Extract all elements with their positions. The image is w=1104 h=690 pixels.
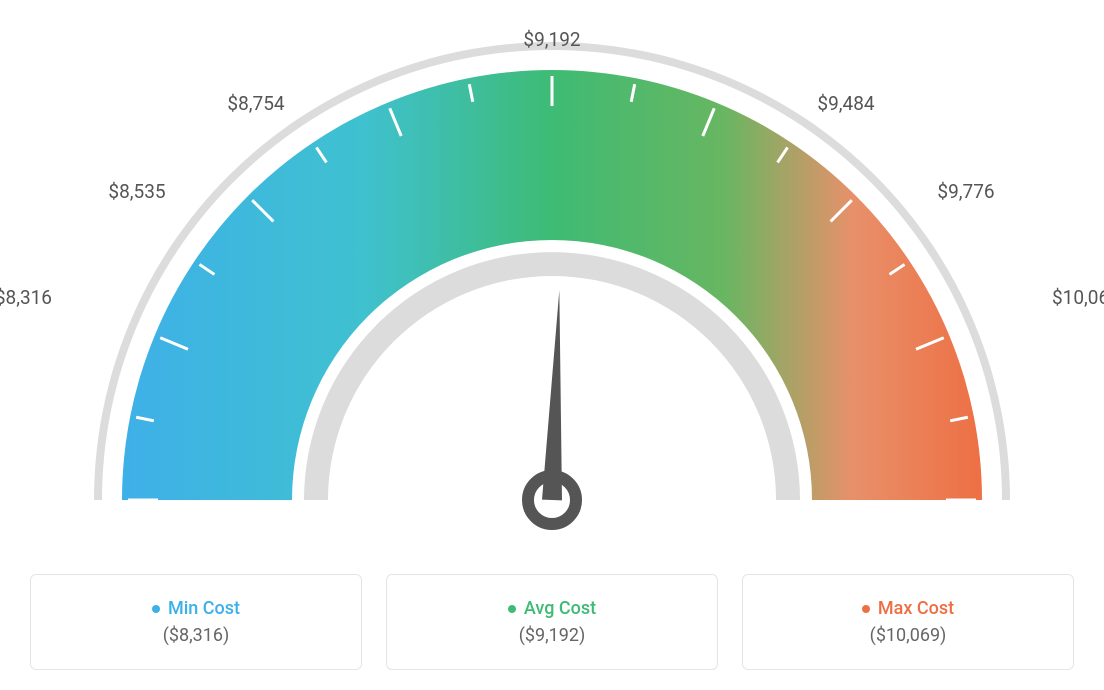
legend-max-title: Max Cost bbox=[878, 598, 954, 619]
tick-label: $9,484 bbox=[817, 92, 874, 115]
tick-label: $10,069 bbox=[1052, 286, 1104, 309]
tick-label: $8,316 bbox=[0, 286, 52, 309]
legend-min-value: ($8,316) bbox=[163, 625, 230, 646]
cost-gauge-chart: $8,316 $8,535 $8,754 $9,192 $9,484 $9,776 $10,… bbox=[0, 0, 1104, 690]
legend-dot-max bbox=[862, 605, 870, 613]
legend-card-max: Max Cost ($10,069) bbox=[742, 574, 1074, 670]
tick-label: $9,192 bbox=[523, 28, 580, 51]
legend-min-title: Min Cost bbox=[168, 598, 240, 619]
legend-max-title-row: Max Cost bbox=[862, 598, 954, 619]
legend-card-avg: Avg Cost ($9,192) bbox=[386, 574, 718, 670]
legend-dot-avg bbox=[508, 605, 516, 613]
gauge-svg bbox=[0, 0, 1104, 560]
legend-avg-title-row: Avg Cost bbox=[508, 598, 596, 619]
gauge-area: $8,316 $8,535 $8,754 $9,192 $9,484 $9,776 $10,… bbox=[0, 0, 1104, 560]
legend-card-min: Min Cost ($8,316) bbox=[30, 574, 362, 670]
tick-label: $9,776 bbox=[937, 180, 994, 203]
tick-label: $8,754 bbox=[227, 92, 284, 115]
legend-min-title-row: Min Cost bbox=[152, 598, 240, 619]
legend-max-value: ($10,069) bbox=[870, 625, 947, 646]
tick-label: $8,535 bbox=[108, 180, 165, 203]
legend-avg-value: ($9,192) bbox=[519, 625, 586, 646]
legend-dot-min bbox=[152, 605, 160, 613]
legend-avg-title: Avg Cost bbox=[524, 598, 596, 619]
legend-row: Min Cost ($8,316) Avg Cost ($9,192) Max … bbox=[0, 574, 1104, 670]
